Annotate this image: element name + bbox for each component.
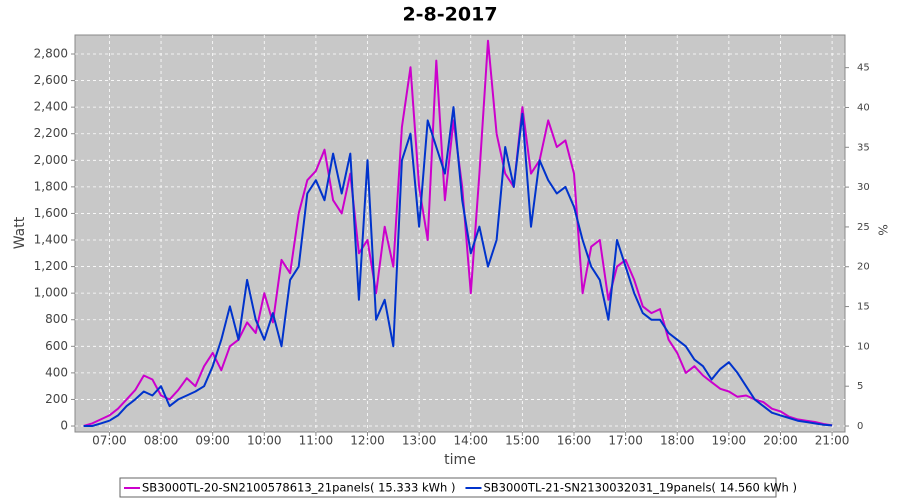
x-tick-label: 11:00 bbox=[299, 434, 334, 448]
y-tick-label: 1,000 bbox=[34, 286, 68, 300]
chart-title: 2-8-2017 bbox=[402, 4, 497, 26]
y2-tick-label: 35 bbox=[857, 142, 870, 153]
x-tick-label: 07:00 bbox=[92, 434, 127, 448]
x-tick-label: 15:00 bbox=[505, 434, 540, 448]
x-tick-label: 09:00 bbox=[195, 434, 230, 448]
y-tick-label: 800 bbox=[45, 312, 68, 326]
x-tick-label: 10:00 bbox=[247, 434, 282, 448]
x-tick-label: 17:00 bbox=[608, 434, 643, 448]
x-tick-label: 19:00 bbox=[712, 434, 747, 448]
y2-tick-label: 20 bbox=[857, 262, 870, 273]
y2-tick-label: 45 bbox=[857, 63, 870, 74]
y2-tick-label: 15 bbox=[857, 302, 870, 313]
y-axis-label: Watt bbox=[12, 216, 28, 249]
y-tick-label: 2,600 bbox=[34, 73, 68, 87]
y-tick-label: 400 bbox=[45, 365, 68, 379]
y-tick-label: 2,800 bbox=[34, 46, 68, 60]
y2-axis-label: % bbox=[876, 224, 890, 235]
legend-label: SB3000TL-20-SN2100578613_21panels( 15.33… bbox=[142, 481, 455, 495]
y-tick-label: 2,000 bbox=[34, 153, 68, 167]
y-tick-label: 1,600 bbox=[34, 206, 68, 220]
x-tick-label: 12:00 bbox=[350, 434, 385, 448]
legend-label: SB3000TL-21-SN2130032031_19panels( 14.56… bbox=[483, 481, 796, 495]
x-tick-label: 18:00 bbox=[660, 434, 695, 448]
y-tick-label: 0 bbox=[60, 419, 68, 433]
y-tick-label: 200 bbox=[45, 392, 68, 406]
y2-tick-label: 30 bbox=[857, 182, 870, 193]
x-tick-label: 13:00 bbox=[402, 434, 437, 448]
y-tick-label: 1,200 bbox=[34, 259, 68, 273]
y2-tick-label: 10 bbox=[857, 341, 870, 352]
y-tick-label: 1,400 bbox=[34, 233, 68, 247]
y2-tick-label: 40 bbox=[857, 102, 870, 113]
x-tick-label: 14:00 bbox=[453, 434, 488, 448]
y-tick-label: 2,200 bbox=[34, 126, 68, 140]
y2-tick-label: 5 bbox=[857, 381, 863, 392]
legend-box bbox=[119, 477, 777, 498]
y2-tick-label: 25 bbox=[857, 222, 870, 233]
x-tick-label: 16:00 bbox=[557, 434, 592, 448]
y-tick-label: 600 bbox=[45, 339, 68, 353]
x-axis-label: time bbox=[444, 452, 476, 468]
x-tick-label: 20:00 bbox=[763, 434, 798, 448]
y-tick-label: 2,400 bbox=[34, 100, 68, 114]
plot-area bbox=[74, 34, 846, 433]
x-tick-label: 21:00 bbox=[815, 434, 850, 448]
x-tick-label: 08:00 bbox=[144, 434, 179, 448]
series-line bbox=[83, 106, 833, 427]
y-tick-label: 1,800 bbox=[34, 179, 68, 193]
y2-tick-label: 0 bbox=[857, 421, 863, 432]
